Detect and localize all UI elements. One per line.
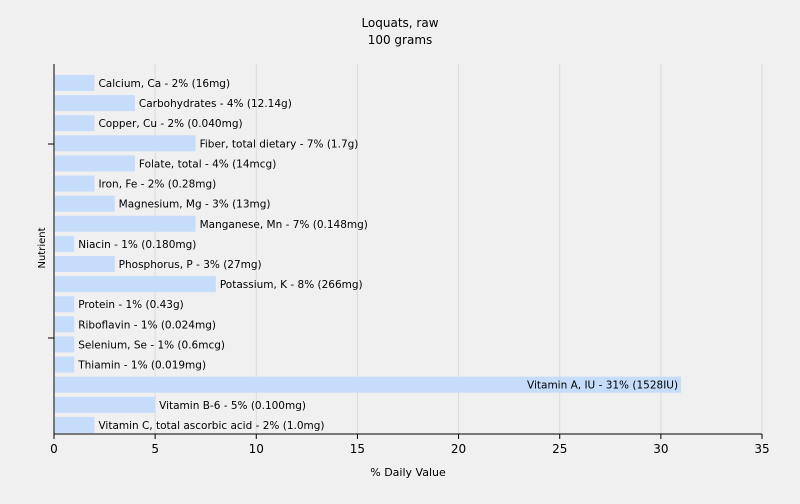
bar-label: Riboflavin - 1% (0.024mg) [78,319,216,331]
bar-label: Carbohydrates - 4% (12.14g) [139,98,292,110]
bar-label: Thiamin - 1% (0.019mg) [77,360,206,372]
grid [154,64,763,434]
x-tick-label: 5 [151,442,159,456]
bar [55,296,75,313]
x-tick-label: 20 [451,442,466,456]
bar [55,336,75,353]
bar-label: Calcium, Ca - 2% (16mg) [98,78,230,90]
bar-label: Fiber, total dietary - 7% (1.7g) [200,138,359,150]
bar [55,376,682,393]
bar [55,215,196,232]
bar-label: Potassium, K - 8% (266mg) [220,279,363,291]
bar-label: Magnesium, Mg - 3% (13mg) [119,199,271,211]
chart-subtitle: 100 grams [368,33,433,47]
x-tick-label: 35 [754,442,769,456]
bar-label: Folate, total - 4% (14mcg) [139,158,276,170]
bar-label: Vitamin B-6 - 5% (0.100mg) [159,400,306,412]
bar [55,235,75,252]
bar [55,195,115,212]
bar [55,155,135,172]
bar-label: Protein - 1% (0.43g) [78,299,184,311]
bar-label: Vitamin C, total ascorbic acid - 2% (1.0… [98,420,324,432]
bar [55,175,95,192]
bar [55,95,135,112]
bar [55,396,156,413]
x-tick-label: 15 [350,442,365,456]
bar [55,276,216,293]
bar-label: Manganese, Mn - 7% (0.148mg) [200,219,368,231]
x-tick-label: 30 [653,442,668,456]
bar-label: Phosphorus, P - 3% (27mg) [119,259,262,271]
bar-label: Iron, Fe - 2% (0.28mg) [98,179,216,191]
bars: Calcium, Ca - 2% (16mg) Carbohydrates - 4… [55,75,682,433]
bar-label: Selenium, Se - 1% (0.6mcg) [78,339,225,351]
bar-label: Copper, Cu - 2% (0.040mg) [98,118,242,130]
x-tick-label: 10 [249,442,264,456]
bar [55,115,95,132]
x-tick-label: 0 [50,442,58,456]
bar [55,256,115,272]
bar [55,316,75,333]
bar [55,416,95,433]
chart-title: Loquats, raw [361,16,438,30]
y-axis-label: Nutrient [37,227,48,268]
x-tick-label: 25 [552,442,567,456]
bar [55,75,95,91]
bar [55,356,75,373]
axes: 0 5 10 15 20 25 30 35 [48,64,770,456]
bar-label: Vitamin A, IU - 31% (1528IU) [527,380,678,392]
bar [55,135,196,152]
bar-label: Niacin - 1% (0.180mg) [78,239,196,251]
x-axis-label: % Daily Value [370,466,446,479]
